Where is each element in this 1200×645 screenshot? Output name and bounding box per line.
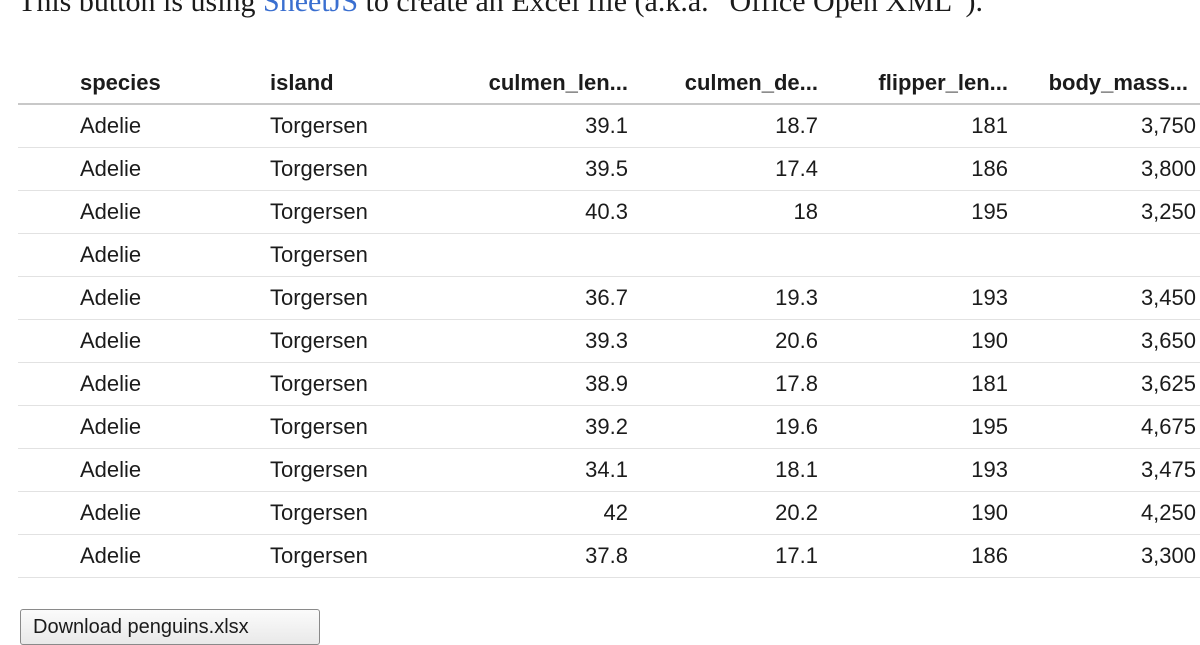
island-cell: Torgersen	[208, 491, 398, 535]
body-mass-cell: 3,475	[1016, 448, 1200, 492]
culmen-depth-cell: 19.3	[636, 276, 826, 320]
culmen-length-cell: 42	[398, 491, 636, 535]
body-mass-cell: 3,750	[1016, 104, 1200, 148]
body-mass-cell: 3,650	[1016, 319, 1200, 363]
culmen-length-cell: 39.5	[398, 147, 636, 191]
body-mass-cell: 3,300	[1016, 534, 1200, 578]
island-cell: Torgersen	[208, 190, 398, 234]
body-mass-cell: 3,450	[1016, 276, 1200, 320]
species-cell: Adelie	[18, 233, 208, 277]
species-cell: Adelie	[18, 405, 208, 449]
table-row: Adelie Torgersen 40.3 18 195 3,250	[18, 190, 1200, 234]
culmen-length-cell: 36.7	[398, 276, 636, 320]
culmen-depth-cell	[636, 233, 826, 277]
flipper-length-cell: 195	[826, 190, 1016, 234]
body-mass-cell: 3,800	[1016, 147, 1200, 191]
culmen-length-cell: 39.3	[398, 319, 636, 363]
table-row: Adelie Torgersen 36.7 19.3 193 3,450	[18, 276, 1200, 320]
column-header-species[interactable]: species	[18, 63, 208, 105]
table-row: Adelie Torgersen 39.2 19.6 195 4,675	[18, 405, 1200, 449]
table-row: Adelie Torgersen 39.1 18.7 181 3,750	[18, 104, 1200, 148]
culmen-depth-cell: 19.6	[636, 405, 826, 449]
species-cell: Adelie	[18, 147, 208, 191]
column-header-flipper-length[interactable]: flipper_len...	[826, 63, 1016, 105]
column-header-island[interactable]: island	[208, 63, 398, 105]
table-body: Adelie Torgersen 39.1 18.7 181 3,750 Adelie Tor…	[18, 104, 1200, 578]
table-row: Adelie Torgersen 37.8 17.1 186 3,300	[18, 534, 1200, 578]
island-cell: Torgersen	[208, 362, 398, 406]
culmen-depth-cell: 20.2	[636, 491, 826, 535]
flipper-length-cell	[826, 233, 1016, 277]
culmen-length-cell: 39.1	[398, 104, 636, 148]
table-row: Adelie Torgersen 39.3 20.6 190 3,650	[18, 319, 1200, 363]
species-cell: Adelie	[18, 491, 208, 535]
column-header-culmen-depth[interactable]: culmen_de...	[636, 63, 826, 105]
culmen-length-cell: 39.2	[398, 405, 636, 449]
table-header-row: species island culmen_len... culmen_de..…	[18, 63, 1200, 105]
culmen-length-cell: 34.1	[398, 448, 636, 492]
flipper-length-cell: 190	[826, 491, 1016, 535]
flipper-length-cell: 186	[826, 147, 1016, 191]
body-mass-cell	[1016, 233, 1200, 277]
table-row: Adelie Torgersen 38.9 17.8 181 3,625	[18, 362, 1200, 406]
island-cell: Torgersen	[208, 276, 398, 320]
species-cell: Adelie	[18, 319, 208, 363]
flipper-length-cell: 193	[826, 448, 1016, 492]
culmen-length-cell: 40.3	[398, 190, 636, 234]
flipper-length-cell: 186	[826, 534, 1016, 578]
species-cell: Adelie	[18, 362, 208, 406]
flipper-length-cell: 181	[826, 104, 1016, 148]
penguins-table: species island culmen_len... culmen_de..…	[18, 63, 1200, 578]
culmen-length-cell: 37.8	[398, 534, 636, 578]
culmen-depth-cell: 20.6	[636, 319, 826, 363]
flipper-length-cell: 193	[826, 276, 1016, 320]
species-cell: Adelie	[18, 448, 208, 492]
table-row: Adelie Torgersen	[18, 233, 1200, 277]
intro-prefix: This button is using	[18, 0, 264, 18]
island-cell: Torgersen	[208, 104, 398, 148]
intro-text: This button is using SheetJS to create a…	[18, 0, 983, 20]
island-cell: Torgersen	[208, 534, 398, 578]
body-mass-cell: 4,250	[1016, 491, 1200, 535]
island-cell: Torgersen	[208, 319, 398, 363]
table-row: Adelie Torgersen 39.5 17.4 186 3,800	[18, 147, 1200, 191]
column-header-body-mass[interactable]: body_mass...	[1016, 63, 1200, 105]
species-cell: Adelie	[18, 276, 208, 320]
flipper-length-cell: 190	[826, 319, 1016, 363]
culmen-depth-cell: 17.4	[636, 147, 826, 191]
culmen-depth-cell: 17.1	[636, 534, 826, 578]
island-cell: Torgersen	[208, 448, 398, 492]
culmen-depth-cell: 18.1	[636, 448, 826, 492]
sheetjs-link[interactable]: SheetJS	[263, 0, 359, 18]
flipper-length-cell: 195	[826, 405, 1016, 449]
intro-suffix: to create an Excel file (a.k.a. “Office …	[358, 0, 984, 18]
culmen-depth-cell: 18.7	[636, 104, 826, 148]
penguins-table-container: species island culmen_len... culmen_de..…	[18, 63, 1200, 578]
culmen-length-cell	[398, 233, 636, 277]
table-row: Adelie Torgersen 34.1 18.1 193 3,475	[18, 448, 1200, 492]
body-mass-cell: 4,675	[1016, 405, 1200, 449]
culmen-length-cell: 38.9	[398, 362, 636, 406]
island-cell: Torgersen	[208, 233, 398, 277]
species-cell: Adelie	[18, 190, 208, 234]
island-cell: Torgersen	[208, 405, 398, 449]
island-cell: Torgersen	[208, 147, 398, 191]
culmen-depth-cell: 18	[636, 190, 826, 234]
species-cell: Adelie	[18, 534, 208, 578]
download-xlsx-button[interactable]: Download penguins.xlsx	[20, 609, 320, 645]
flipper-length-cell: 181	[826, 362, 1016, 406]
column-header-culmen-length[interactable]: culmen_len...	[398, 63, 636, 105]
body-mass-cell: 3,625	[1016, 362, 1200, 406]
body-mass-cell: 3,250	[1016, 190, 1200, 234]
culmen-depth-cell: 17.8	[636, 362, 826, 406]
species-cell: Adelie	[18, 104, 208, 148]
table-row: Adelie Torgersen 42 20.2 190 4,250	[18, 491, 1200, 535]
